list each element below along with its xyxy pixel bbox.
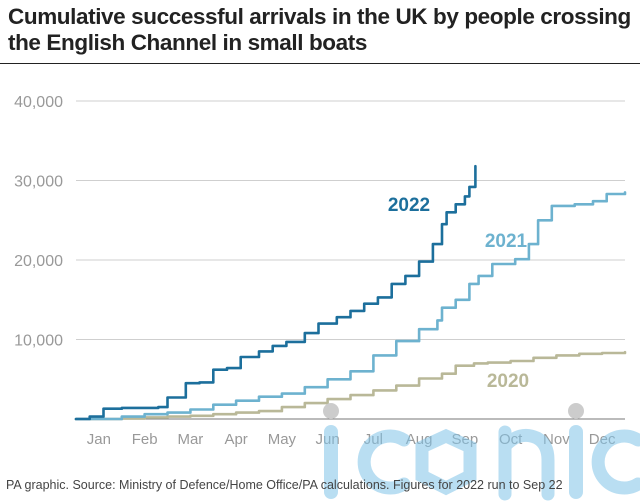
x-tick-label: May (268, 431, 297, 448)
series-labels: 2020 2021 2022 (388, 195, 529, 392)
line-chart: 10,000 20,000 30,000 40,000 Jan Feb Mar Apr May… (14, 94, 627, 448)
x-tick-label: Dec (589, 431, 616, 448)
x-axis-ticks: Jan Feb Mar Apr May Jun Jul Aug Sep Oct Nov Dec (87, 431, 616, 448)
y-tick-label: 30,000 (14, 174, 63, 191)
x-tick-label: Apr (224, 431, 247, 448)
series-label-2020: 2020 (487, 371, 529, 392)
y-tick-label: 10,000 (14, 333, 63, 350)
x-tick-label: Oct (499, 431, 523, 448)
x-tick-label: Aug (406, 431, 433, 448)
series-line-2022 (74, 164, 477, 421)
chart-title: Cumulative successful arrivals in the UK… (8, 4, 631, 55)
source-note: PA graphic. Source: Ministry of Defence/… (6, 478, 563, 492)
series-line-2020 (74, 350, 627, 421)
title-divider (0, 63, 640, 64)
series-label-2022: 2022 (388, 195, 430, 216)
series-lines (74, 164, 627, 421)
y-axis-ticks: 10,000 20,000 30,000 40,000 (14, 94, 63, 350)
series-label-2021: 2021 (485, 231, 528, 252)
x-tick-label: Jun (316, 431, 340, 448)
y-tick-label: 20,000 (14, 253, 63, 270)
x-tick-label: Jan (87, 431, 111, 448)
x-tick-label: Nov (543, 431, 570, 448)
x-tick-label: Feb (132, 431, 158, 448)
x-tick-label: Mar (177, 431, 203, 448)
y-tick-label: 40,000 (14, 94, 63, 111)
gridlines (76, 100, 625, 420)
series-line-2021 (74, 191, 627, 421)
x-tick-label: Jul (364, 431, 383, 448)
x-tick-label: Sep (452, 431, 479, 448)
